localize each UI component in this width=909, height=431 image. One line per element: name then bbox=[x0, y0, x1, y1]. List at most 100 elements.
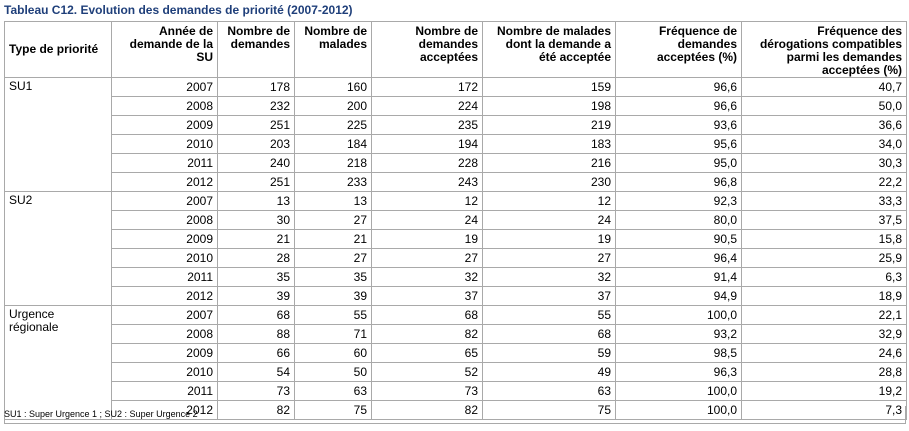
table-cell: 12 bbox=[482, 191, 616, 211]
table-row: 2009 21 21 19 19 90,5 15,8 bbox=[5, 229, 907, 249]
table-cell: 60 bbox=[294, 343, 372, 363]
table-row: 2012 82 75 82 75 100,0 7,3 bbox=[5, 400, 907, 420]
table-cell: 228 bbox=[371, 153, 483, 173]
table-cell: 94,9 bbox=[615, 286, 742, 306]
table-cell: 13 bbox=[217, 191, 295, 211]
table-cell: 39 bbox=[217, 286, 295, 306]
table-cell: 230 bbox=[482, 172, 616, 192]
table-cell: 33,3 bbox=[741, 191, 907, 211]
table-cell: 203 bbox=[217, 134, 295, 154]
table-cell: 82 bbox=[371, 324, 483, 344]
table-cell: 98,5 bbox=[615, 343, 742, 363]
table-cell: 251 bbox=[217, 172, 295, 192]
table-cell: 21 bbox=[294, 229, 372, 249]
table-cell: 19 bbox=[371, 229, 483, 249]
table-cell: 2010 bbox=[111, 248, 218, 268]
table-row: Urgence régionale 2007 68 55 68 55 100,0 22,1 bbox=[4, 305, 907, 420]
table-cell: 63 bbox=[294, 381, 372, 401]
table-row: 2012 251 233 243 230 96,8 22,2 bbox=[5, 172, 907, 192]
header-patients-count: Nombre de malades bbox=[294, 21, 372, 78]
table-cell: 2010 bbox=[111, 362, 218, 382]
table-cell: 25,9 bbox=[741, 248, 907, 268]
table-cell: 68 bbox=[371, 305, 483, 325]
table-cell: 19,2 bbox=[741, 381, 907, 401]
table-cell: 198 bbox=[482, 96, 616, 116]
header-requests-count: Nombre de demandes bbox=[217, 21, 295, 78]
table-cell: 160 bbox=[294, 77, 372, 97]
table-cell: 55 bbox=[294, 305, 372, 325]
table-cell: 34,0 bbox=[741, 134, 907, 154]
table-cell: 30,3 bbox=[741, 153, 907, 173]
table-cell: 96,6 bbox=[615, 96, 742, 116]
table-cell: 7,3 bbox=[741, 400, 907, 420]
table-cell: 2009 bbox=[111, 343, 218, 363]
table-cell: 95,0 bbox=[615, 153, 742, 173]
table-cell: 22,2 bbox=[741, 172, 907, 192]
table-cell: 100,0 bbox=[615, 381, 742, 401]
priority-requests-table: Type de priorité Année de demande de la … bbox=[4, 21, 907, 420]
header-accepted-patients: Nombre de malades dont la demande a été … bbox=[482, 21, 616, 78]
table-cell: 66 bbox=[217, 343, 295, 363]
table-cell: 32 bbox=[482, 267, 616, 287]
table-row: 2010 54 50 52 49 96,3 28,8 bbox=[5, 362, 907, 382]
table-cell: 49 bbox=[482, 362, 616, 382]
table-cell: 15,8 bbox=[741, 229, 907, 249]
table-cell: 92,3 bbox=[615, 191, 742, 211]
table-cell: 2008 bbox=[111, 324, 218, 344]
table-cell: 27 bbox=[294, 248, 372, 268]
table-cell: 13 bbox=[294, 191, 372, 211]
table-cell: 2007 bbox=[111, 77, 218, 97]
priority-type-cell: Urgence régionale bbox=[4, 305, 112, 420]
table-cell: 21 bbox=[217, 229, 295, 249]
table-cell: 68 bbox=[482, 324, 616, 344]
table-cell: 219 bbox=[482, 115, 616, 135]
table-row: 2008 88 71 82 68 93,2 32,9 bbox=[5, 324, 907, 344]
footnote-box bbox=[4, 406, 906, 424]
table-cell: 35 bbox=[294, 267, 372, 287]
table-cell: 52 bbox=[371, 362, 483, 382]
header-accepted-requests: Nombre de demandes acceptées bbox=[371, 21, 483, 78]
table-cell: 96,4 bbox=[615, 248, 742, 268]
table-cell: 37 bbox=[371, 286, 483, 306]
header-acceptance-frequency: Fréquence de demandes acceptées (%) bbox=[615, 21, 742, 78]
table-cell: 50,0 bbox=[741, 96, 907, 116]
table-cell: 24,6 bbox=[741, 343, 907, 363]
table-cell: 32,9 bbox=[741, 324, 907, 344]
table-cell: 2007 bbox=[111, 191, 218, 211]
table-cell: 39 bbox=[294, 286, 372, 306]
table-cell: 243 bbox=[371, 172, 483, 192]
table-cell: 50 bbox=[294, 362, 372, 382]
table-cell: 88 bbox=[217, 324, 295, 344]
table-cell: 200 bbox=[294, 96, 372, 116]
table-cell: 216 bbox=[482, 153, 616, 173]
table-cell: 75 bbox=[482, 400, 616, 420]
table-row: SU2 2007 13 13 12 12 92,3 33,3 bbox=[4, 191, 907, 306]
header-compatible-derogations: Fréquence des dérogations compatibles pa… bbox=[741, 21, 907, 78]
table-cell: 96,6 bbox=[615, 77, 742, 97]
table-cell: 93,2 bbox=[615, 324, 742, 344]
table-row: 2010 28 27 27 27 96,4 25,9 bbox=[5, 248, 907, 268]
table-row: 2009 66 60 65 59 98,5 24,6 bbox=[5, 343, 907, 363]
table-cell: 2011 bbox=[111, 381, 218, 401]
footnote: SU1 : Super Urgence 1 ; SU2 : Super Urge… bbox=[4, 409, 198, 419]
table-cell: 80,0 bbox=[615, 210, 742, 230]
table-cell: 27 bbox=[371, 248, 483, 268]
table-cell: 82 bbox=[371, 400, 483, 420]
table-cell: 235 bbox=[371, 115, 483, 135]
table-cell: 2010 bbox=[111, 134, 218, 154]
table-cell: 59 bbox=[482, 343, 616, 363]
table-cell: 178 bbox=[217, 77, 295, 97]
table-cell: 28 bbox=[217, 248, 295, 268]
table-cell: 65 bbox=[371, 343, 483, 363]
table-row: 2011 240 218 228 216 95,0 30,3 bbox=[5, 153, 907, 173]
table-cell: 63 bbox=[482, 381, 616, 401]
table-cell: 100,0 bbox=[615, 305, 742, 325]
table-cell: 93,6 bbox=[615, 115, 742, 135]
table-cell: 32 bbox=[371, 267, 483, 287]
table-cell: 251 bbox=[217, 115, 295, 135]
priority-type-cell: SU1 bbox=[4, 77, 112, 192]
table-cell: 2009 bbox=[111, 115, 218, 135]
table-cell: 27 bbox=[482, 248, 616, 268]
table-cell: 2011 bbox=[111, 267, 218, 287]
